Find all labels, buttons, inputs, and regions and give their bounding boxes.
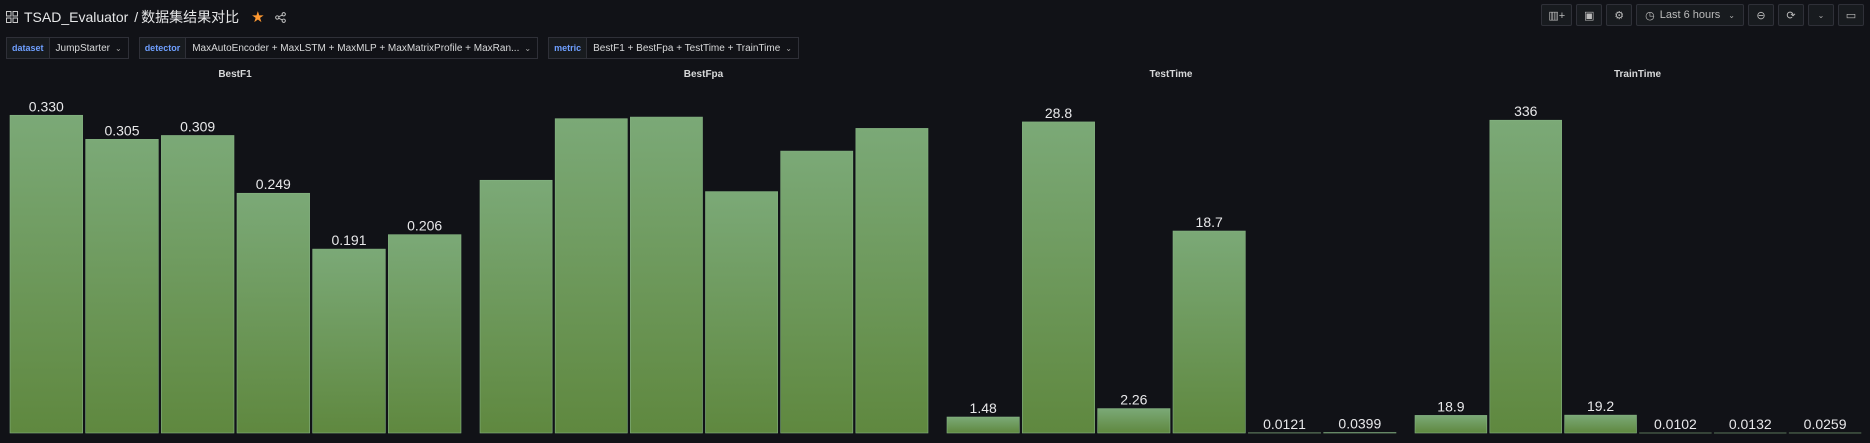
bar-value-label: 0.0399 — [1338, 416, 1381, 432]
bar-value-label: 28.8 — [1045, 105, 1072, 121]
chevron-down-icon: ⌄ — [1818, 11, 1825, 20]
panel-title: TestTime — [937, 69, 1405, 80]
panel-title: TrainTime — [1405, 69, 1870, 80]
bar-4[interactable] — [706, 192, 778, 433]
variable-select-dataset[interactable]: JumpStarter ⌄ — [50, 37, 129, 59]
bar-value-label: 2.26 — [1120, 392, 1147, 408]
bar-value-label: 0.309 — [180, 118, 215, 134]
bar-5[interactable] — [781, 151, 853, 433]
variables-bar: dataset JumpStarter ⌄ detector MaxAutoEn… — [6, 37, 809, 59]
bar-value-label: 0.0132 — [1729, 416, 1772, 432]
bar-1[interactable] — [10, 115, 83, 433]
bar-5[interactable] — [313, 249, 386, 433]
time-picker-button[interactable]: ◷ Last 6 hours ⌄ — [1636, 4, 1744, 26]
settings-button[interactable]: ⚙ — [1606, 4, 1632, 26]
breadcrumb-folder[interactable]: TSAD_Evaluator — [24, 9, 128, 25]
bar-chart-bestfpa — [470, 68, 937, 438]
chevron-down-icon: ⌄ — [524, 44, 531, 53]
time-range-label: Last 6 hours — [1660, 9, 1721, 21]
bar-3[interactable] — [1565, 415, 1637, 433]
variable-select-detector[interactable]: MaxAutoEncoder + MaxLSTM + MaxMLP + MaxM… — [186, 37, 538, 59]
panel-testtime[interactable]: TestTime 1.48 28.8 2.26 18.7 0.0121 0.0399 — [937, 68, 1405, 438]
bar-value-label: 0.249 — [256, 176, 291, 192]
panel-bestfpa[interactable]: BestFpa — [470, 68, 937, 438]
bar-3[interactable] — [630, 117, 702, 433]
chevron-down-icon: ⌄ — [115, 44, 122, 53]
zoom-out-button[interactable]: ⊖ — [1748, 4, 1774, 26]
save-dashboard-button[interactable]: ▣ — [1576, 4, 1602, 26]
bar-value-label: 0.0259 — [1804, 416, 1847, 432]
panel-title: BestFpa — [470, 69, 937, 80]
bar-1[interactable] — [480, 180, 552, 433]
bar-value-label: 0.0102 — [1654, 416, 1697, 432]
bar-value-label: 18.7 — [1196, 214, 1223, 230]
bar-3[interactable] — [1098, 409, 1170, 433]
save-icon: ▣ — [1584, 9, 1594, 22]
variable-select-metric[interactable]: BestF1 + BestFpa + TestTime + TrainTime … — [587, 37, 799, 59]
variable-value-dataset: JumpStarter — [56, 43, 110, 54]
bar-2[interactable] — [555, 119, 627, 433]
zoom-out-icon: ⊖ — [1756, 9, 1765, 22]
chevron-down-icon: ⌄ — [1728, 11, 1735, 20]
chevron-down-icon: ⌄ — [785, 44, 792, 53]
dashboard-toolbar: ▥+ ▣ ⚙ ◷ Last 6 hours ⌄ ⊖ ⟳ ⌄ ▭ — [1541, 4, 1864, 26]
dashboard-title[interactable]: 数据集结果对比 — [141, 7, 239, 27]
bar-value-label: 0.330 — [29, 98, 64, 114]
bar-value-label: 0.206 — [407, 218, 442, 234]
breadcrumb: TSAD_Evaluator / 数据集结果对比 ★ — [6, 7, 286, 27]
refresh-button[interactable]: ⟳ — [1778, 4, 1804, 26]
bar-6[interactable] — [856, 128, 928, 433]
breadcrumb-separator: / — [134, 9, 138, 25]
variable-label-detector: detector — [139, 37, 187, 59]
bar-value-label: 0.0121 — [1263, 416, 1306, 432]
refresh-interval-button[interactable]: ⌄ — [1808, 4, 1834, 26]
bar-value-label: 19.2 — [1587, 398, 1614, 414]
gear-icon: ⚙ — [1614, 9, 1624, 22]
bar-2[interactable] — [1022, 122, 1094, 433]
favorite-star-icon[interactable]: ★ — [251, 8, 264, 26]
bar-6[interactable] — [388, 235, 461, 433]
variable-label-metric: metric — [548, 37, 587, 59]
variable-label-dataset: dataset — [6, 37, 50, 59]
refresh-icon: ⟳ — [1786, 9, 1795, 22]
clock-icon: ◷ — [1645, 9, 1655, 22]
monitor-icon: ▭ — [1846, 9, 1856, 22]
bar-chart-testtime: 1.48 28.8 2.26 18.7 0.0121 0.0399 — [937, 68, 1405, 438]
bar-3[interactable] — [161, 135, 234, 433]
bar-value-label: 336 — [1514, 103, 1538, 119]
bar-2[interactable] — [1490, 120, 1562, 433]
bar-4[interactable] — [1173, 231, 1245, 433]
bar-value-label: 18.9 — [1437, 398, 1464, 414]
share-icon[interactable] — [275, 12, 286, 23]
bar-value-label: 0.191 — [331, 232, 366, 248]
panel-traintime[interactable]: TrainTime 18.9 336 19.2 0.0102 0.0132 0.0259 — [1405, 68, 1870, 438]
bar-value-label: 1.48 — [970, 400, 997, 416]
variable-value-detector: MaxAutoEncoder + MaxLSTM + MaxMLP + MaxM… — [192, 43, 519, 54]
bar-4[interactable] — [237, 193, 310, 433]
panel-bestf1[interactable]: BestF1 0.330 0.305 0.309 0.249 0.191 0.206 — [0, 68, 470, 438]
top-bar: TSAD_Evaluator / 数据集结果对比 ★ ▥+ ▣ ⚙ ◷ Last… — [0, 0, 1870, 32]
bar-1[interactable] — [947, 417, 1019, 433]
variable-value-metric: BestF1 + BestFpa + TestTime + TrainTime — [593, 43, 780, 54]
add-panel-icon: ▥+ — [1548, 9, 1565, 22]
bar-chart-bestf1: 0.330 0.305 0.309 0.249 0.191 0.206 — [0, 68, 470, 438]
bar-2[interactable] — [86, 139, 159, 433]
dashboards-grid-icon[interactable] — [6, 11, 18, 23]
add-panel-button[interactable]: ▥+ — [1541, 4, 1572, 26]
panel-title: BestF1 — [0, 69, 470, 80]
bar-value-label: 0.305 — [104, 122, 139, 138]
bar-1[interactable] — [1415, 415, 1487, 433]
tv-mode-button[interactable]: ▭ — [1838, 4, 1864, 26]
bar-chart-traintime: 18.9 336 19.2 0.0102 0.0132 0.0259 — [1405, 68, 1870, 438]
